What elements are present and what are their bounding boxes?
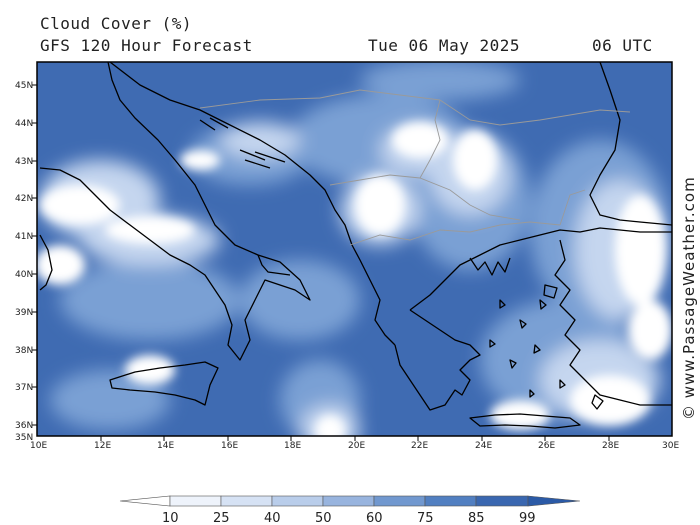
colorbar-bin-6 (475, 495, 529, 507)
latitude-axis (32, 84, 37, 426)
lat-label-36n: 36N (15, 421, 33, 431)
colorbar-bin-2 (271, 495, 324, 507)
colorbar-bin-0 (169, 495, 222, 507)
colorbar (119, 495, 581, 507)
lat-label-38n: 38N (15, 346, 33, 356)
cloud-cover-field (37, 62, 672, 436)
colorbar-bin-4 (373, 495, 426, 507)
valid-date: Tue 06 May 2025 (368, 36, 520, 55)
colorbar-bin-5 (424, 495, 477, 507)
lat-label-39n: 39N (15, 308, 33, 318)
colorbar-label-50: 50 (315, 511, 332, 525)
longitude-axis (100, 436, 610, 441)
colorbar-cap-left (119, 495, 171, 507)
lon-label-24e: 24E (475, 441, 492, 451)
colorbar-label-10: 10 (162, 511, 179, 525)
colorbar-bin-1 (220, 495, 273, 507)
colorbar-label-25: 25 (213, 511, 230, 525)
lon-label-28e: 28E (602, 441, 619, 451)
lat-label-45n: 45N (15, 81, 33, 91)
colorbar-label-60: 60 (366, 511, 383, 525)
colorbar-bin-3 (322, 495, 375, 507)
lon-label-22e: 22E (411, 441, 428, 451)
colorbar-cap-right (527, 495, 581, 507)
lat-label-41n: 41N (15, 232, 33, 242)
watermark: © www.PassageWeather.com (680, 176, 698, 420)
colorbar-label-85: 85 (468, 511, 485, 525)
lon-label-20e: 20E (348, 441, 365, 451)
country-borders (199, 89, 631, 246)
colorbar-label-75: 75 (417, 511, 434, 525)
lon-label-12e: 12E (94, 441, 111, 451)
lon-label-16e: 16E (221, 441, 238, 451)
lon-label-10e: 10E (30, 441, 47, 451)
colorbar-label-40: 40 (264, 511, 281, 525)
lon-label-14e: 14E (157, 441, 174, 451)
lat-label-35n: 35N (15, 433, 33, 443)
coastlines (39, 62, 672, 429)
lat-label-40n: 40N (15, 270, 33, 280)
lat-label-37n: 37N (15, 383, 33, 393)
chart-title: Cloud Cover (%) (40, 14, 192, 33)
lat-label-43n: 43N (15, 157, 33, 167)
lat-label-42n: 42N (15, 194, 33, 204)
lon-label-18e: 18E (284, 441, 301, 451)
colorbar-label-99: 99 (519, 511, 536, 525)
model-subtitle: GFS 120 Hour Forecast (40, 36, 253, 55)
lon-label-26e: 26E (538, 441, 555, 451)
lat-label-44n: 44N (15, 119, 33, 129)
valid-time: 06 UTC (592, 36, 653, 55)
lon-label-30e: 30E (662, 441, 679, 451)
